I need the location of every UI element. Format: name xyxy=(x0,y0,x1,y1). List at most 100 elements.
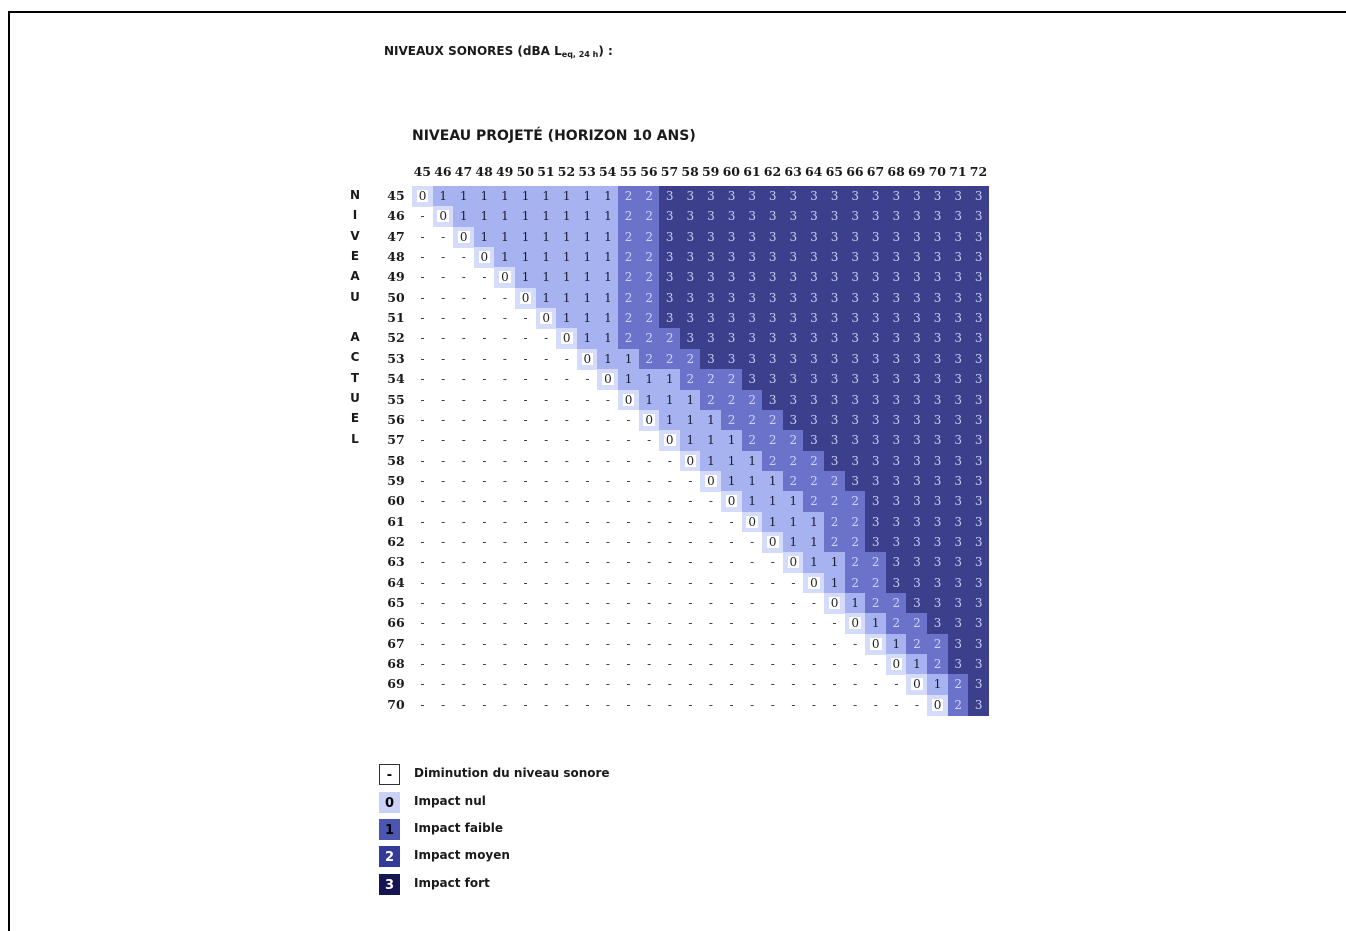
heatmap-cell: 3 xyxy=(679,206,701,228)
y-axis-label-letter: U xyxy=(350,289,360,304)
y-axis-label-letter: E xyxy=(350,248,360,263)
heatmap-cell: - xyxy=(482,697,487,712)
heatmap-cell: - xyxy=(502,473,507,488)
heatmap-cell: 3 xyxy=(803,226,825,248)
heatmap-cell: 0 xyxy=(453,226,475,248)
heatmap-cell: 3 xyxy=(782,247,804,268)
heatmap-cell: - xyxy=(544,412,549,427)
heatmap-cell: - xyxy=(708,657,713,672)
heatmap-cell: - xyxy=(647,555,652,570)
heatmap-cell: - xyxy=(605,657,610,672)
heatmap-cell: 1 xyxy=(597,186,619,207)
heatmap-cell: 3 xyxy=(741,287,763,309)
x-tick-label: 72 xyxy=(969,164,988,179)
heatmap-cell: 2 xyxy=(885,613,907,635)
y-tick-label: 59 xyxy=(387,472,405,488)
heatmap-cell: 1 xyxy=(576,247,598,268)
heatmap-cell: - xyxy=(688,697,693,712)
heatmap-cell: - xyxy=(523,514,528,529)
heatmap-cell: - xyxy=(461,270,466,285)
heatmap-cell: 2 xyxy=(906,633,928,655)
y-tick-label: 52 xyxy=(387,330,405,346)
heatmap-cell: - xyxy=(832,677,837,692)
heatmap-cell: 2 xyxy=(824,470,846,492)
heatmap-cell: - xyxy=(523,412,528,427)
heatmap-cell: 0 xyxy=(576,348,598,370)
heatmap-cell: 2 xyxy=(700,369,722,390)
heatmap-cell: 3 xyxy=(906,328,928,350)
heatmap-cell: - xyxy=(729,534,734,549)
heatmap-cell: 3 xyxy=(865,450,887,472)
heatmap-cell: - xyxy=(420,331,425,346)
heatmap-cell: - xyxy=(564,372,569,387)
heatmap-cell: 3 xyxy=(885,409,907,431)
heatmap-cell: 2 xyxy=(618,287,640,309)
heatmap-cell: - xyxy=(523,657,528,672)
heatmap-cell: - xyxy=(523,697,528,712)
heatmap-cell: 2 xyxy=(803,450,825,472)
heatmap-cell: - xyxy=(585,575,590,590)
heatmap-cell: 3 xyxy=(659,206,681,228)
heatmap-cell: - xyxy=(605,494,610,509)
heatmap-cell: 1 xyxy=(597,348,619,370)
heatmap-cell: 1 xyxy=(494,206,516,228)
heatmap-cell: 3 xyxy=(968,247,990,268)
heatmap-cell: 1 xyxy=(803,531,825,553)
heatmap-cell: 1 xyxy=(597,287,619,309)
heatmap-cell: - xyxy=(544,351,549,366)
heatmap-cell: 3 xyxy=(968,694,990,716)
heatmap-cell: 1 xyxy=(432,186,454,207)
x-tick-label: 57 xyxy=(660,164,679,179)
heatmap-cell: 1 xyxy=(597,267,619,289)
heatmap-cell: - xyxy=(482,596,487,610)
heatmap-cell: - xyxy=(688,575,693,590)
legend-swatch: 3 xyxy=(379,874,400,895)
heatmap-cell: 3 xyxy=(885,450,907,472)
heatmap-cell: 1 xyxy=(535,287,557,309)
heatmap-cell: - xyxy=(441,555,446,570)
heatmap-cell: 3 xyxy=(968,633,990,655)
heatmap-cell: 3 xyxy=(968,511,990,533)
heatmap-cell: 2 xyxy=(638,186,660,207)
heatmap-cell: 2 xyxy=(638,226,660,248)
heatmap-cell: 2 xyxy=(803,491,825,513)
heatmap-cell: - xyxy=(647,697,652,712)
heatmap-cell: - xyxy=(585,555,590,570)
heatmap-cell: 2 xyxy=(947,674,969,696)
heatmap-cell: - xyxy=(688,657,693,672)
heatmap-cell: - xyxy=(688,473,693,488)
x-tick-label: 55 xyxy=(619,164,637,179)
heatmap-cell: 0 xyxy=(927,694,949,716)
heatmap-cell: 3 xyxy=(824,369,846,390)
heatmap-cell: - xyxy=(708,514,713,529)
heatmap-cell: 3 xyxy=(927,470,949,492)
heatmap-cell: 2 xyxy=(824,491,846,513)
heatmap-cell: - xyxy=(647,473,652,488)
heatmap-cell: - xyxy=(441,575,446,590)
heatmap-cell: 1 xyxy=(659,369,681,390)
heatmap-cell: - xyxy=(770,657,775,672)
heatmap-cell: - xyxy=(523,351,528,366)
heatmap-cell: 3 xyxy=(782,206,804,228)
heatmap-cell: - xyxy=(667,636,672,651)
heatmap-cell: - xyxy=(729,596,734,610)
heatmap-cell: - xyxy=(420,473,425,488)
heatmap-cell: 3 xyxy=(906,531,928,553)
heatmap-cell: 3 xyxy=(947,369,969,390)
heatmap-cell: 3 xyxy=(906,308,928,329)
heatmap-cell: 3 xyxy=(659,267,681,289)
heatmap-cell: 1 xyxy=(844,593,866,614)
heatmap-cell: - xyxy=(564,657,569,672)
heatmap-cell: 1 xyxy=(741,491,763,513)
heatmap-cell: - xyxy=(770,677,775,692)
heatmap-cell: - xyxy=(420,616,425,631)
heatmap-cell: - xyxy=(482,351,487,366)
heatmap-cell: - xyxy=(461,392,466,407)
heatmap-cell: - xyxy=(420,250,425,265)
heatmap-cell: - xyxy=(523,596,528,610)
heatmap-cell: 3 xyxy=(927,430,949,452)
heatmap-cell: - xyxy=(605,433,610,448)
heatmap-cell: - xyxy=(461,372,466,387)
heatmap-cell: 3 xyxy=(721,328,743,350)
heatmap-cell: - xyxy=(708,636,713,651)
